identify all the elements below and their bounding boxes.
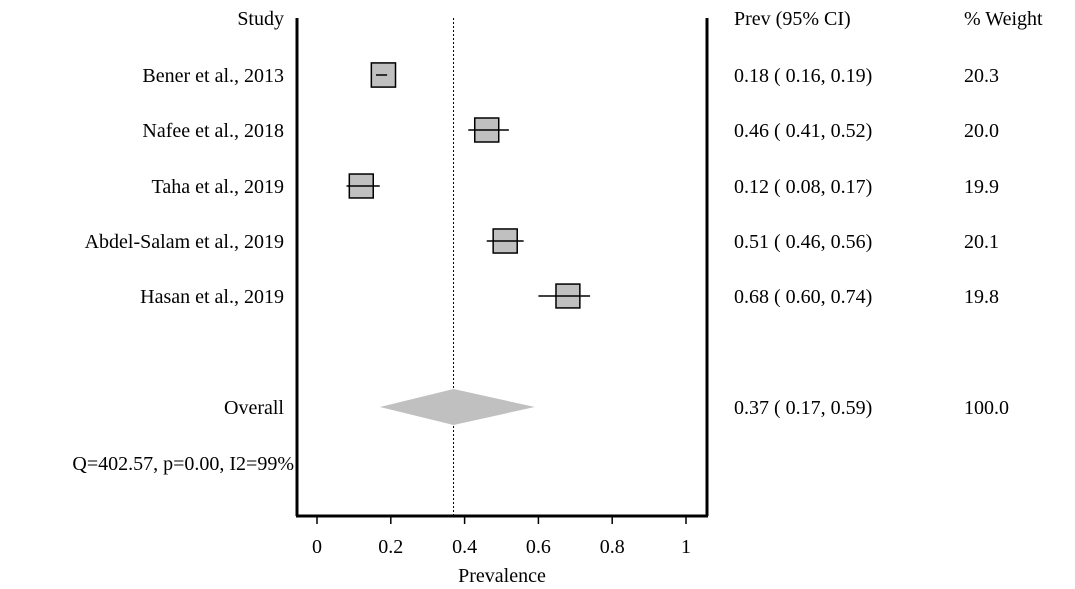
- study-weight-text: 20.3: [964, 65, 999, 87]
- overall-weight-text: 100.0: [964, 397, 1009, 419]
- x-axis-label: Prevalence: [458, 565, 546, 587]
- estimate-column-header: Prev (95% CI): [734, 8, 851, 30]
- x-tick-label: 0.4: [452, 536, 477, 558]
- study-weight-text: 19.9: [964, 176, 999, 198]
- study-ci-text: 0.51 ( 0.46, 0.56): [734, 231, 872, 253]
- study-column-header: Study: [237, 8, 284, 30]
- forest-marks: Bener et al., 2013 0.18 ( 0.16, 0.19) 20.3…: [85, 62, 1009, 558]
- x-tick-label: 0.2: [378, 536, 403, 558]
- study-ci-text: 0.46 ( 0.41, 0.52): [734, 120, 872, 142]
- study-weight-text: 19.8: [964, 286, 999, 308]
- study-label: Taha et al., 2019: [152, 176, 284, 198]
- overall-ci-text: 0.37 ( 0.17, 0.59): [734, 397, 872, 419]
- x-tick-label: 0: [312, 536, 322, 558]
- study-ci-text: 0.12 ( 0.08, 0.17): [734, 176, 872, 198]
- heterogeneity-statistic: Q=402.57, p=0.00, I2=99%: [72, 453, 294, 475]
- study-ci-text: 0.68 ( 0.60, 0.74): [734, 286, 872, 308]
- study-ci-text: 0.18 ( 0.16, 0.19): [734, 65, 872, 87]
- study-label: Bener et al., 2013: [142, 65, 284, 87]
- study-label: Hasan et al., 2019: [140, 286, 284, 308]
- study-weight-text: 20.0: [964, 120, 999, 142]
- overall-diamond: [379, 389, 535, 425]
- study-label: Abdel-Salam et al., 2019: [85, 231, 284, 253]
- x-tick-label: 0.8: [600, 536, 625, 558]
- weight-column-header: % Weight: [964, 8, 1043, 30]
- x-tick-label: 0.6: [526, 536, 551, 558]
- study-weight-text: 20.1: [964, 231, 999, 253]
- study-label: Nafee et al., 2018: [142, 120, 284, 142]
- overall-label: Overall: [224, 397, 284, 419]
- x-tick-label: 1: [681, 536, 691, 558]
